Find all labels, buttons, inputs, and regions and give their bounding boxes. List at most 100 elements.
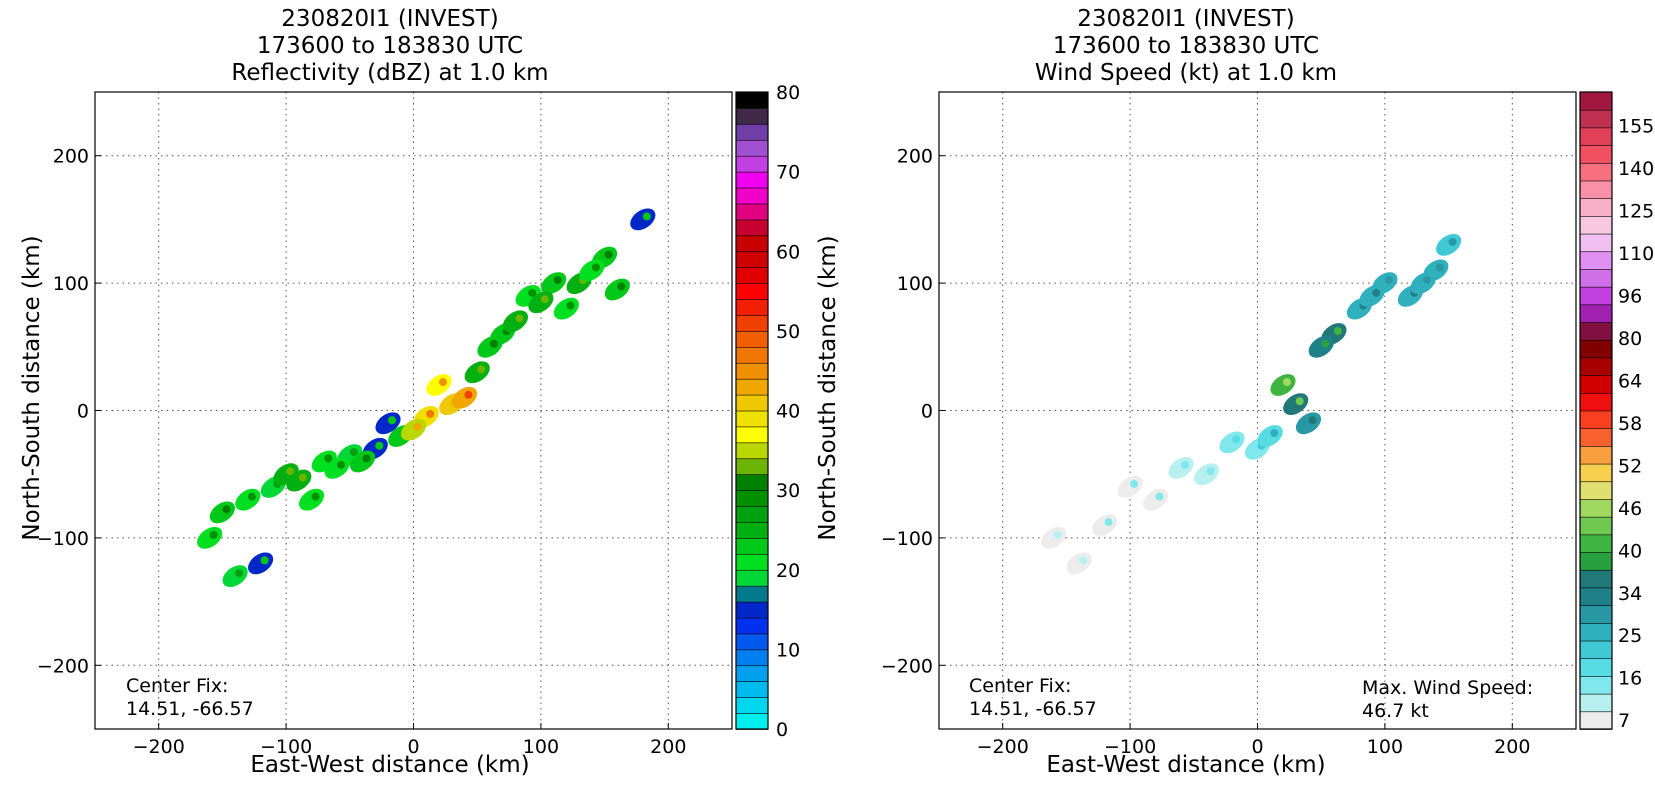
- right-x-axis-label: East-West distance (km): [1046, 752, 1326, 778]
- data-cell-core: [337, 460, 346, 469]
- data-cell-core: [1435, 263, 1444, 272]
- colorbar-segment: [1579, 551, 1613, 571]
- data-cell: [248, 552, 274, 575]
- colorbar-segment: [735, 394, 769, 412]
- colorbar-segment: [1579, 410, 1613, 429]
- colorbar-segment: [735, 680, 769, 698]
- data-cell: [235, 488, 261, 511]
- data-cell-core: [298, 473, 307, 482]
- colorbar-segment: [1579, 197, 1613, 217]
- colorbar-label: 60: [776, 241, 800, 263]
- colorbar-segment: [1579, 516, 1613, 536]
- colorbar-label: 155: [1618, 116, 1654, 138]
- left-panel-title: 230820I1 (INVEST) 173600 to 183830 UTC R…: [190, 6, 590, 87]
- colorbar-label: 125: [1618, 201, 1654, 223]
- colorbar-label: 50: [776, 321, 800, 343]
- center-fix-label: Center Fix:: [126, 675, 229, 697]
- data-cell: [1436, 233, 1462, 256]
- data-cell-core: [311, 492, 320, 501]
- colorbar-label: 52: [1618, 455, 1642, 477]
- data-cell-core: [1181, 460, 1190, 469]
- colorbar-label: 46: [1618, 498, 1642, 520]
- data-cell-core: [388, 416, 397, 425]
- data-cell-core: [1232, 435, 1241, 444]
- data-cell-core: [1104, 518, 1113, 527]
- colorbar-label: 34: [1618, 583, 1642, 605]
- colorbar-segment: [1579, 693, 1613, 713]
- colorbar-segment: [735, 537, 769, 555]
- left-y-axis-label: North-South distance (km): [19, 235, 45, 541]
- colorbar-label: 25: [1618, 625, 1642, 647]
- colorbar-segment: [735, 187, 769, 205]
- data-cell-core: [1321, 339, 1330, 348]
- colorbar-segment: [1579, 604, 1613, 624]
- data-cell-core: [438, 378, 447, 387]
- max-wind-value: 46.7 kt: [1362, 700, 1429, 722]
- x-tick-label: 100: [1367, 736, 1403, 758]
- data-cell: [1168, 456, 1194, 479]
- colorbar-segment: [735, 489, 769, 507]
- colorbar-segment: [735, 250, 769, 268]
- colorbar-segment: [735, 426, 769, 444]
- data-cell: [1117, 476, 1143, 498]
- x-tick-label: 200: [650, 736, 686, 758]
- x-tick-label: −200: [977, 736, 1029, 758]
- data-cell-core: [515, 314, 524, 323]
- wind-speed-plot: −200 −100 0 100 200 −200 −100 0 100 200 7 16 25 34 40 4…: [881, 91, 1654, 758]
- colorbar-segment: [1579, 109, 1613, 129]
- data-cell: [1219, 431, 1245, 454]
- colorbar-segment: [1579, 657, 1613, 677]
- colorbar-segment: [735, 473, 769, 491]
- data-cell-core: [1079, 556, 1088, 565]
- colorbar-label: 20: [776, 560, 800, 582]
- data-cell: [209, 501, 235, 524]
- colorbar-segment: [735, 266, 769, 284]
- colorbar-segment: [735, 457, 769, 475]
- y-tick-label: 200: [53, 146, 89, 168]
- colorbar-segment: [735, 442, 769, 460]
- data-cell: [1193, 463, 1220, 486]
- data-cell-core: [1130, 479, 1139, 488]
- colorbar-segment: [735, 696, 769, 714]
- data-cell-core: [1270, 428, 1279, 437]
- data-cell-core: [617, 282, 626, 291]
- data-cell-core: [464, 390, 473, 399]
- colorbar-segment: [735, 362, 769, 380]
- data-cell-core: [540, 295, 549, 304]
- colorbar-label: 96: [1618, 285, 1642, 307]
- colorbar-segment: [735, 649, 769, 667]
- colorbar-label: 16: [1618, 668, 1642, 690]
- x-tick-label: 200: [1494, 736, 1530, 758]
- colorbar-frame: [735, 91, 769, 730]
- data-cell-core: [642, 212, 651, 221]
- right-title-line-1: 230820I1 (INVEST): [1077, 6, 1295, 32]
- data-cell-core: [375, 441, 384, 450]
- data-cell-core: [349, 448, 358, 457]
- colorbar-segment: [735, 235, 769, 253]
- x-tick-label: 0: [1251, 736, 1263, 758]
- colorbar-label: 70: [776, 162, 800, 184]
- y-tick-label: 100: [897, 273, 933, 295]
- colorbar-segment: [735, 107, 769, 125]
- colorbar-segment: [735, 155, 769, 173]
- data-cell-core: [604, 250, 613, 259]
- data-cell-core: [1448, 237, 1457, 246]
- data-cell: [222, 565, 248, 588]
- colorbar-segment: [735, 378, 769, 396]
- plot-frame: [938, 91, 1577, 730]
- data-cell: [197, 526, 223, 549]
- colorbar-segment: [1579, 480, 1613, 500]
- colorbar-segment: [1579, 250, 1613, 270]
- data-cell: [1041, 526, 1067, 549]
- right-y-axis-label: North-South distance (km): [815, 235, 841, 541]
- max-wind-label: Max. Wind Speed:: [1362, 677, 1534, 699]
- colorbar-segment: [1579, 569, 1613, 589]
- colorbar-segment: [1579, 445, 1613, 465]
- colorbar-label: 30: [776, 480, 800, 502]
- data-cell-core: [324, 454, 333, 463]
- colorbar-label: 80: [1618, 328, 1642, 350]
- colorbar-segment: [1579, 640, 1613, 660]
- colorbar-segment: [1579, 304, 1613, 323]
